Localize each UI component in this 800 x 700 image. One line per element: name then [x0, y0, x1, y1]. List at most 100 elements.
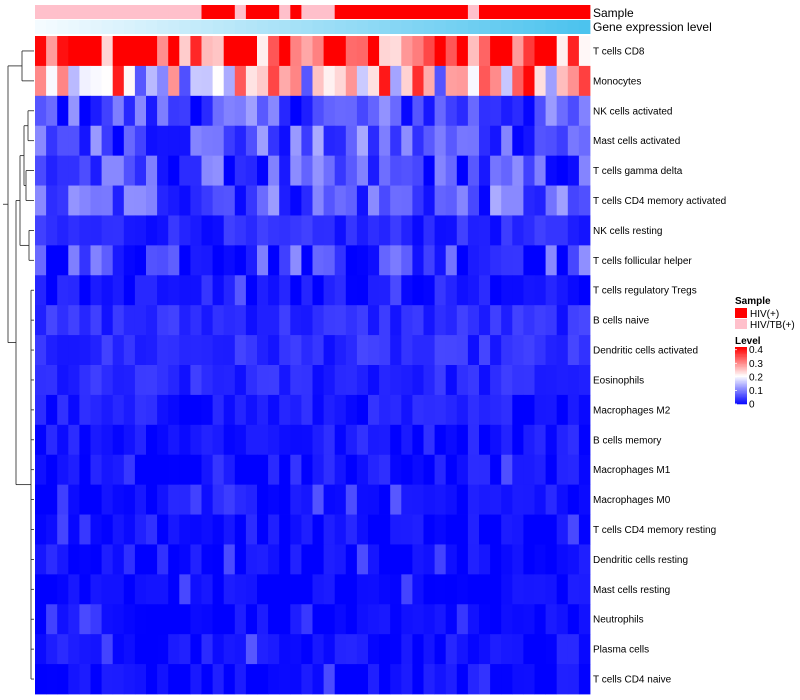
heatmap-cell — [545, 275, 558, 306]
heatmap-cell — [412, 155, 424, 186]
heatmap-cell — [79, 95, 91, 127]
heatmap-cell — [212, 424, 225, 456]
heatmap-cell — [479, 424, 491, 456]
row-label: T cells regulatory Tregs — [593, 286, 697, 297]
heatmap-cell — [501, 36, 513, 67]
heatmap-cell — [412, 95, 424, 127]
heatmap-cell — [578, 125, 591, 157]
heatmap-cell — [445, 305, 458, 336]
heatmap-cell — [490, 394, 502, 426]
heatmap-cell — [68, 275, 80, 306]
heatmap-cell — [168, 36, 180, 67]
heatmap-cell — [334, 36, 347, 67]
heatmap-cell — [212, 604, 225, 635]
heatmap-cell — [168, 514, 180, 545]
heatmap-cell — [323, 125, 336, 157]
heatmap-cell — [412, 514, 424, 545]
heatmap-cell — [512, 394, 524, 426]
gene-expression-cell — [501, 20, 513, 34]
heatmap-cell — [467, 155, 480, 186]
heatmap-cell — [368, 664, 380, 695]
heatmap-cell — [234, 65, 247, 97]
heatmap-cell — [168, 424, 180, 456]
heatmap-cell — [479, 215, 491, 246]
heatmap-cell — [212, 394, 225, 426]
heatmap-cell — [545, 125, 558, 157]
heatmap-cell — [345, 394, 358, 426]
heatmap-cell — [134, 275, 147, 306]
heatmap-cell — [168, 664, 180, 695]
heatmap-cell — [279, 185, 291, 216]
heatmap-cell — [35, 484, 47, 515]
heatmap-cell — [190, 604, 202, 635]
heatmap-cell — [46, 574, 58, 605]
heatmap-cell — [412, 574, 424, 605]
heatmap-cell — [578, 185, 591, 216]
heatmap-cell — [190, 185, 202, 216]
heatmap-cell — [479, 65, 491, 97]
heatmap-cell — [101, 65, 114, 97]
heatmap-cell — [245, 65, 258, 97]
heatmap-cell — [545, 65, 558, 97]
heatmap-cell — [112, 365, 125, 396]
heatmap-cell — [479, 454, 491, 486]
heatmap-cell — [345, 454, 358, 486]
heatmap-cell — [334, 185, 347, 216]
heatmap-cell — [312, 65, 324, 97]
sample-annotation-cell — [245, 5, 258, 19]
heatmap-cell — [123, 484, 136, 515]
heatmap-cell — [578, 215, 591, 246]
heatmap-cell — [190, 275, 202, 306]
heatmap-cell — [168, 604, 180, 635]
heatmap-cell — [223, 634, 236, 665]
gene-expression-cell — [179, 20, 191, 34]
heatmap-cell — [134, 424, 147, 456]
heatmap-cell — [290, 36, 302, 67]
heatmap-cell — [501, 574, 513, 605]
sample-annotation-cell — [279, 5, 291, 19]
heatmap-cell — [123, 394, 136, 426]
heatmap-cell — [534, 424, 546, 456]
heatmap-cell — [434, 664, 447, 695]
heatmap-cell — [68, 574, 80, 605]
sample-annotation-cell — [534, 5, 546, 19]
heatmap-cell — [179, 185, 191, 216]
heatmap-cell — [534, 604, 546, 635]
heatmap-cell — [567, 245, 580, 276]
colorbar-segment — [735, 394, 747, 396]
heatmap-cell — [390, 484, 402, 515]
heatmap-cell — [245, 484, 258, 515]
sample-annotation-cell — [90, 5, 102, 19]
heatmap-cell — [201, 365, 213, 396]
gene-expression-cell — [356, 20, 369, 34]
heatmap-cell — [268, 484, 280, 515]
legend-level-colorbar — [735, 347, 747, 405]
heatmap-cell — [368, 36, 380, 67]
heatmap-cell — [201, 65, 213, 97]
heatmap-cell — [412, 424, 424, 456]
heatmap-cell — [556, 36, 569, 67]
heatmap-cell — [68, 155, 80, 186]
heatmap-cell — [201, 155, 213, 186]
heatmap-cell — [46, 185, 58, 216]
heatmap-cell — [501, 544, 513, 575]
row-dendrogram — [3, 50, 34, 680]
heatmap-cell — [345, 574, 358, 605]
heatmap-cell — [390, 185, 402, 216]
heatmap-cell — [157, 215, 169, 246]
heatmap-cell — [279, 664, 291, 695]
heatmap-cell — [157, 335, 169, 366]
heatmap-cell — [456, 484, 469, 515]
heatmap-cell — [245, 245, 258, 276]
heatmap-cell — [323, 484, 336, 515]
heatmap-cell — [234, 454, 247, 486]
heatmap-cell — [512, 514, 524, 545]
heatmap-cell — [134, 305, 147, 336]
sample-annotation-cell — [179, 5, 191, 19]
heatmap-cell — [434, 604, 447, 635]
heatmap-cell — [423, 155, 435, 186]
heatmap-cell — [168, 634, 180, 665]
sample-annotation-cell — [434, 5, 447, 19]
heatmap-cell — [68, 36, 80, 67]
heatmap-cell — [456, 365, 469, 396]
